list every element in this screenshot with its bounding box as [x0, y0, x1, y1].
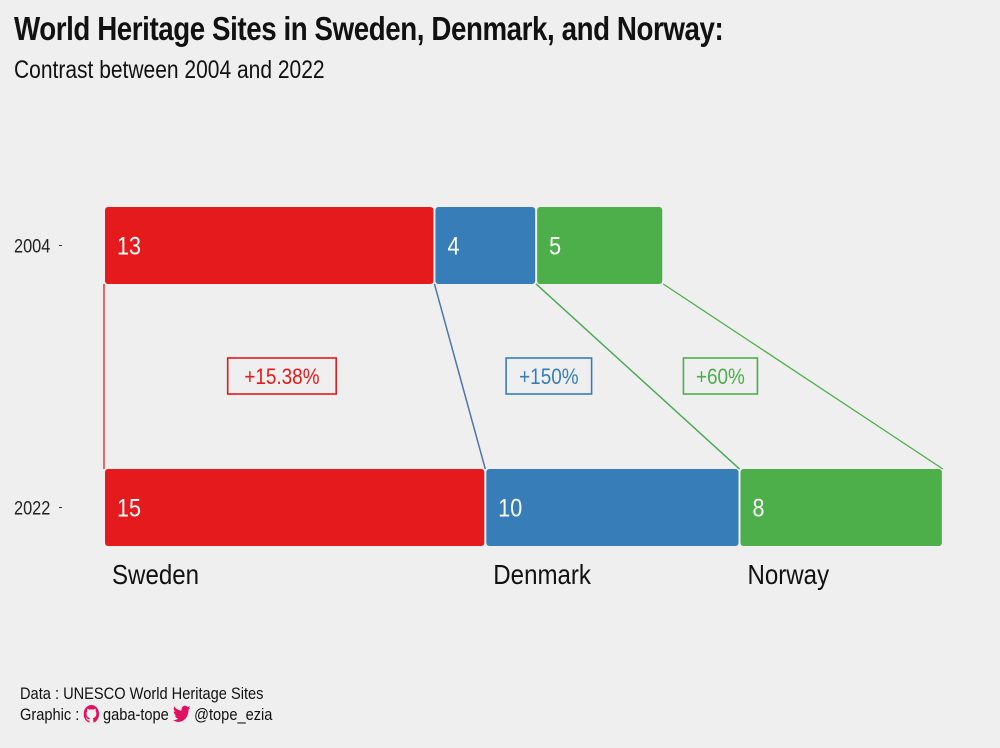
change-label-denmark: +150% [519, 365, 578, 390]
category-label-norway: Norway [748, 558, 830, 590]
graphic-label: Graphic : [20, 705, 80, 724]
value-label-norway-2004: 5 [549, 232, 561, 260]
caption: Data : UNESCO World Heritage Sites Graph… [20, 683, 272, 725]
value-label-denmark-2022: 10 [498, 494, 522, 522]
value-label-sweden-2004: 13 [117, 232, 141, 260]
data-source: Data : UNESCO World Heritage Sites [20, 684, 264, 703]
bar-denmark-2004 [435, 207, 536, 284]
change-label-sweden: +15.38% [244, 365, 319, 390]
change-box-sweden [226, 357, 337, 395]
twitter-icon [172, 705, 191, 722]
bar-sweden-2004 [105, 207, 434, 284]
chart-title: World Heritage Sites in Sweden, Denmark,… [14, 10, 724, 47]
twitter-handle: @tope_ezia [194, 705, 273, 724]
bar-denmark-2022 [486, 469, 739, 546]
connector-left-denmark [433, 283, 486, 470]
connector-left-norway [535, 283, 740, 470]
category-label-sweden: Sweden [112, 558, 199, 590]
category-label-denmark: Denmark [493, 558, 592, 590]
y-tick-label-2022: 2022 [14, 497, 50, 518]
connector-right-norway [662, 283, 944, 470]
value-label-sweden-2022: 15 [117, 494, 141, 522]
change-box-denmark [505, 357, 593, 395]
change-label-norway: +60% [696, 365, 745, 390]
value-label-denmark-2004: 4 [447, 232, 459, 260]
github-handle: gaba-tope [102, 705, 169, 724]
bar-norway-2004 [537, 207, 663, 284]
github-icon [83, 705, 99, 723]
y-tick-label-2004: 2004 [14, 235, 50, 256]
chart-subtitle: Contrast between 2004 and 2022 [14, 56, 325, 84]
value-label-norway-2022: 8 [753, 494, 765, 522]
bar-sweden-2022 [105, 469, 485, 546]
bar-norway-2022 [740, 469, 942, 546]
change-box-norway [682, 357, 759, 395]
